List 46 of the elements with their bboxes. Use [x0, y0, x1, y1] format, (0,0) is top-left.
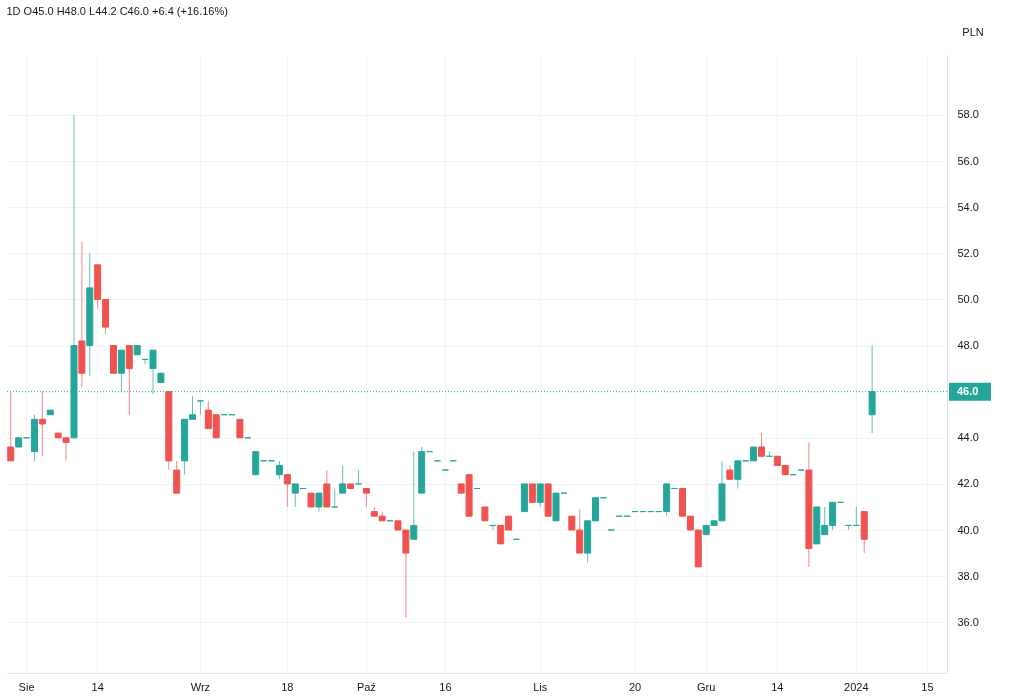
- y-tick-label: 50.0: [957, 292, 979, 305]
- candlestick: [196, 400, 204, 416]
- text: PLN: [962, 26, 984, 38]
- x-tick-label: Gru: [697, 680, 716, 693]
- y-tick-label: 40.0: [957, 523, 979, 536]
- candlestick: [354, 469, 362, 485]
- candlestick: [536, 483, 544, 508]
- x-tick-label: Sie: [18, 680, 35, 693]
- candlestick: [410, 451, 418, 540]
- y-tick-label: 54.0: [957, 200, 979, 213]
- candlestick: [757, 432, 765, 457]
- candlestick: [734, 460, 742, 490]
- candlestick: [125, 345, 133, 416]
- x-tick-label: 2024: [844, 680, 869, 693]
- y-tick-label: 48.0: [957, 339, 979, 352]
- y-tick-label: 58.0: [957, 108, 979, 121]
- x-tick-label: 20: [628, 680, 642, 693]
- x-tick-label: Wrz: [190, 680, 211, 693]
- x-tick-label: Lis: [533, 680, 548, 693]
- y-tick-label: 44.0: [957, 431, 979, 444]
- candlestick: [315, 492, 323, 513]
- candlestick: [331, 488, 339, 508]
- y-tick-label: 52.0: [957, 246, 979, 259]
- candlestick: [339, 464, 347, 494]
- candlestick: [323, 469, 331, 508]
- x-tick-label: 16: [439, 680, 452, 693]
- candlestick: [236, 418, 244, 439]
- x-tick-label: 14: [771, 680, 784, 693]
- candlestick: [38, 391, 46, 457]
- x-tick-label: 18: [281, 680, 294, 693]
- candlestick: [362, 488, 370, 508]
- y-tick-label: 42.0: [957, 477, 979, 490]
- y-tick-label: 38.0: [957, 569, 979, 582]
- candlestick: [275, 460, 283, 480]
- y-tick-label: 36.0: [957, 615, 979, 628]
- x-tick-label: 14: [91, 680, 104, 693]
- candlestick: [252, 451, 260, 476]
- candlestick: [528, 483, 536, 503]
- x-tick-label: 15: [921, 680, 934, 693]
- chart-title: 1D O45.0 H48.0 L44.2 C46.0 +6.4 (+16.16%): [6, 5, 228, 17]
- y-tick-label: 56.0: [957, 154, 979, 167]
- candlestick: [283, 474, 291, 508]
- candlestick: [173, 460, 181, 494]
- candlestick: [7, 391, 15, 462]
- ref-line-label: 46.0: [957, 384, 979, 397]
- x-tick-label: Paź: [356, 680, 376, 693]
